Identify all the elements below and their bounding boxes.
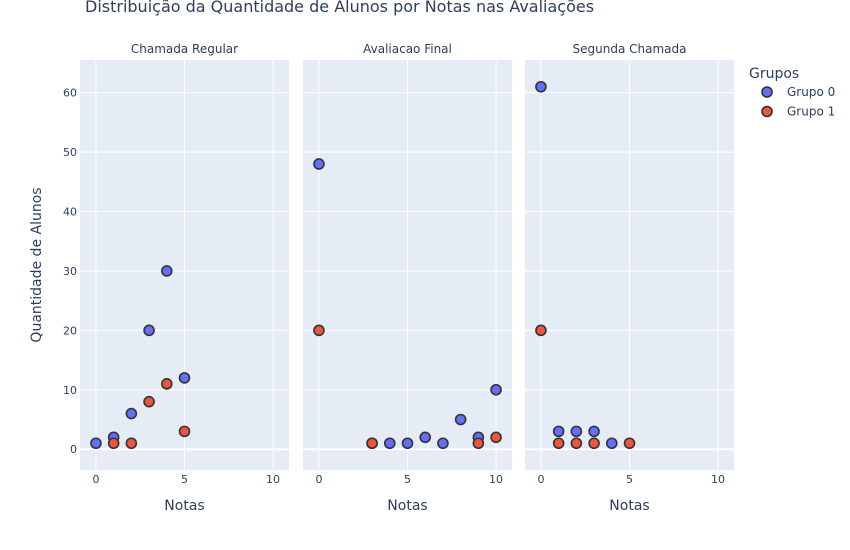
data-point[interactable] [313,324,325,337]
data-point[interactable] [588,437,600,450]
series-grupo-0 [313,158,502,450]
data-point[interactable] [401,437,414,450]
x-axis-title: Notas [164,498,204,514]
panel-title: Avaliacao Final [363,42,452,56]
legend-item[interactable]: Grupo 1 [761,105,835,119]
y-tick-label: 10 [63,384,77,397]
y-tick-label: 40 [63,206,77,219]
legend[interactable]: Grupos Grupo 0 Grupo 1 [749,66,835,119]
data-point[interactable] [570,425,583,438]
data-point[interactable] [605,437,618,450]
data-point[interactable] [383,437,396,450]
data-point[interactable] [160,378,173,390]
data-point[interactable] [125,407,138,420]
data-point[interactable] [125,437,138,450]
legend-label: Grupo 1 [787,105,835,119]
x-tick-label: 0 [315,473,322,486]
data-point[interactable] [143,395,155,408]
data-point[interactable] [552,437,565,450]
panel-title: Chamada Regular [131,42,238,56]
data-point[interactable] [107,437,120,450]
data-point[interactable] [366,437,378,450]
data-point[interactable] [90,437,102,450]
panel-1: Avaliacao Final 0 5 10 Notas [303,42,512,514]
x-axis-title: Notas [609,498,649,514]
series-grupo-1 [107,378,191,450]
data-point[interactable] [437,437,449,450]
y-tick-label: 30 [63,265,77,278]
y-axis-title: Quantidade de Alunos [29,187,45,342]
chart-title: Distribuição da Quantidade de Alunos por… [85,0,594,16]
data-point[interactable] [490,431,502,444]
x-tick-label: 10 [489,473,503,486]
data-point[interactable] [535,80,547,93]
legend-marker [761,105,773,118]
panel-0: Chamada Regular 0 5 10 Notas 0 10 20 30 40 50 60 [63,42,289,514]
legend-item[interactable]: Grupo 0 [761,85,835,99]
data-point[interactable] [552,425,565,438]
legend-label: Grupo 0 [787,85,835,99]
data-point[interactable] [570,437,583,450]
series-grupo-0 [535,80,618,450]
series-grupo-1 [313,324,502,450]
data-point[interactable] [313,158,325,170]
y-tick-label: 60 [63,87,77,100]
y-tick-label: 50 [63,146,77,159]
data-point[interactable] [588,425,600,438]
data-point[interactable] [490,383,502,396]
legend-title: Grupos [749,66,799,82]
panel-2: Segunda Chamada 0 5 10 Notas [525,42,734,514]
data-point[interactable] [472,437,485,450]
x-tick-label: 5 [626,473,633,486]
data-point[interactable] [623,437,636,450]
x-axis-title: Notas [387,498,427,514]
data-point[interactable] [178,372,191,384]
x-tick-label: 5 [181,473,188,486]
data-point[interactable] [160,265,173,277]
data-point[interactable] [178,425,191,438]
data-point[interactable] [143,324,155,337]
panel-title: Segunda Chamada [573,42,687,56]
x-tick-label: 0 [537,473,544,486]
y-tick-label: 20 [63,324,77,337]
legend-marker [761,86,773,98]
x-tick-label: 10 [711,473,725,486]
series-grupo-1 [535,324,636,450]
x-tick-label: 5 [404,473,411,486]
x-tick-label: 0 [92,473,99,486]
x-tick-label: 10 [266,473,280,486]
data-point[interactable] [454,413,467,426]
y-tick-label: 0 [70,443,77,456]
data-point[interactable] [419,431,432,444]
data-point[interactable] [535,324,547,337]
